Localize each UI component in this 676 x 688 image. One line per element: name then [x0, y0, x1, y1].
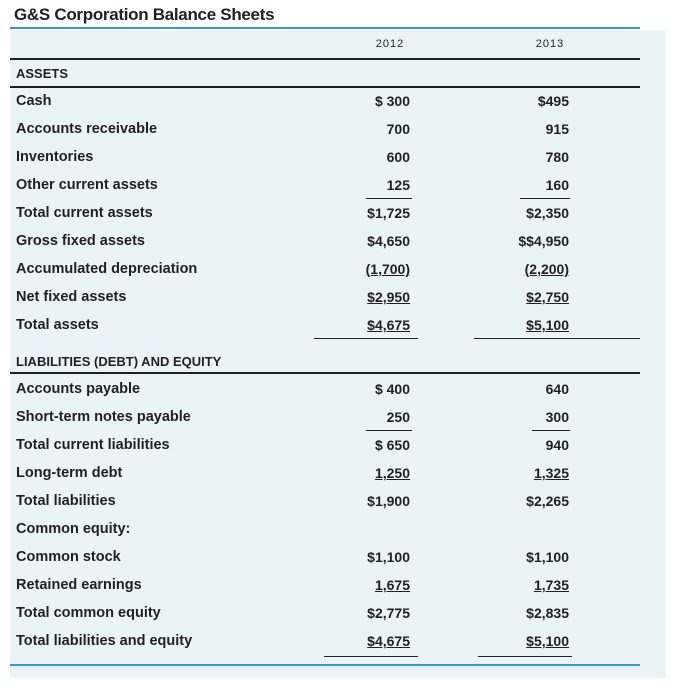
table-row: Accumulated depreciation (1,700) (2,200) — [0, 256, 676, 284]
table-row: Accounts receivable 700 915 — [0, 116, 676, 144]
table-row: Gross fixed assets $4,650 $$4,950 — [0, 228, 676, 256]
value-2013: $1,100 — [526, 549, 569, 565]
value-2013: $2,750 — [526, 289, 569, 305]
value-2012: (1,700) — [365, 261, 410, 277]
value-2013: $5,100 — [526, 633, 569, 649]
row-label: Short-term notes payable — [16, 409, 191, 425]
value-2012: $ 300 — [374, 93, 410, 109]
table-row: Net fixed assets $2,950 $2,750 — [0, 284, 676, 312]
table-row: Total common equity $2,775 $2,835 — [0, 600, 676, 628]
total-line-2012 — [324, 656, 418, 657]
value-2013: (2,200) — [524, 261, 569, 277]
subtotal-line-2013 — [532, 430, 570, 431]
value-2013: 640 — [545, 381, 569, 397]
table-row: Other current assets 125 160 — [0, 172, 676, 200]
table-row: Accounts payable $ 400 640 — [0, 376, 676, 404]
value-2013: 780 — [545, 149, 569, 165]
table-row: Total current liabilities $ 650 940 — [0, 432, 676, 460]
balance-sheet-panel — [10, 30, 666, 678]
liabilities-section-rule — [10, 372, 640, 374]
total-line-2013 — [474, 338, 640, 339]
row-label: Other current assets — [16, 177, 158, 193]
row-label: Total liabilities and equity — [16, 633, 193, 649]
value-2012: $1,725 — [367, 205, 410, 221]
bottom-rule — [10, 664, 640, 666]
value-2012: $ 650 — [374, 437, 410, 453]
header-rule — [10, 58, 640, 60]
value-2013: 1,735 — [533, 577, 569, 593]
value-2013: $5,100 — [526, 317, 569, 333]
value-2012: $1,100 — [367, 549, 410, 565]
value-2013: $2,835 — [526, 605, 569, 621]
subtotal-line-2012 — [366, 198, 412, 199]
row-label: Total liabilities — [16, 493, 116, 509]
total-line-2013 — [478, 656, 572, 657]
value-2013: 915 — [545, 121, 569, 137]
row-label: Retained earnings — [16, 577, 142, 593]
row-label: Accounts receivable — [16, 121, 158, 137]
value-2012: 1,250 — [374, 465, 410, 481]
table-row: Common equity: — [0, 516, 676, 544]
year-header-2013: 2013 — [535, 38, 565, 50]
value-2012: 700 — [386, 121, 410, 137]
value-2012: $1,900 — [367, 493, 410, 509]
value-2012: $4,675 — [367, 633, 410, 649]
row-label: Common stock — [16, 549, 121, 565]
row-label: Accounts payable — [16, 381, 141, 397]
table-row: Long-term debt 1,250 1,325 — [0, 460, 676, 488]
value-2012: 1,675 — [374, 577, 410, 593]
value-2013: 160 — [545, 177, 569, 193]
row-label: Cash — [16, 93, 52, 109]
table-row: Total liabilities $1,900 $2,265 — [0, 488, 676, 516]
row-label: Total common equity — [16, 605, 161, 621]
value-2013: $495 — [537, 93, 569, 109]
value-2012: $2,775 — [367, 605, 410, 621]
page-title: G&S Corporation Balance Sheets — [14, 5, 275, 24]
value-2012: $2,950 — [367, 289, 410, 305]
value-2012: 125 — [386, 177, 410, 193]
row-label: Net fixed assets — [16, 289, 127, 305]
subtotal-line-2013 — [520, 198, 570, 199]
table-row: Inventories 600 780 — [0, 144, 676, 172]
year-header-2012: 2012 — [375, 38, 405, 50]
assets-section-rule — [10, 86, 640, 88]
table-row: Total liabilities and equity $4,675 $5,1… — [0, 628, 676, 656]
value-2012: $4,650 — [367, 233, 410, 249]
row-label: Inventories — [16, 149, 94, 165]
value-2012: $4,675 — [367, 317, 410, 333]
value-2013: 1,325 — [533, 465, 569, 481]
table-row: Retained earnings 1,675 1,735 — [0, 572, 676, 600]
value-2012: $ 400 — [374, 381, 410, 397]
table-row: Common stock $1,100 $1,100 — [0, 544, 676, 572]
top-rule — [10, 27, 640, 29]
row-label: Long-term debt — [16, 465, 123, 481]
liabilities-section-heading: LIABILITIES (DEBT) AND EQUITY — [16, 354, 222, 369]
row-label: Common equity: — [16, 521, 131, 537]
value-2013: 940 — [545, 437, 569, 453]
table-row: Short-term notes payable 250 300 — [0, 404, 676, 432]
value-2013: $2,265 — [526, 493, 569, 509]
row-label: Gross fixed assets — [16, 233, 145, 249]
value-2013: $$4,950 — [518, 233, 569, 249]
row-label: Accumulated depreciation — [16, 261, 198, 277]
table-row: Total assets $4,675 $5,100 — [0, 312, 676, 340]
subtotal-line-2012 — [366, 430, 412, 431]
value-2013: 300 — [545, 409, 569, 425]
total-line-2012 — [314, 338, 418, 339]
table-row: Cash $ 300 $495 — [0, 88, 676, 116]
value-2012: 250 — [386, 409, 410, 425]
assets-section-heading: ASSETS — [16, 66, 69, 81]
table-row: Total current assets $1,725 $2,350 — [0, 200, 676, 228]
row-label: Total current assets — [16, 205, 153, 221]
row-label: Total current liabilities — [16, 437, 170, 453]
title-bar: G&S Corporation Balance Sheets — [0, 0, 676, 30]
value-2012: 600 — [386, 149, 410, 165]
value-2013: $2,350 — [526, 205, 569, 221]
row-label: Total assets — [16, 317, 99, 333]
